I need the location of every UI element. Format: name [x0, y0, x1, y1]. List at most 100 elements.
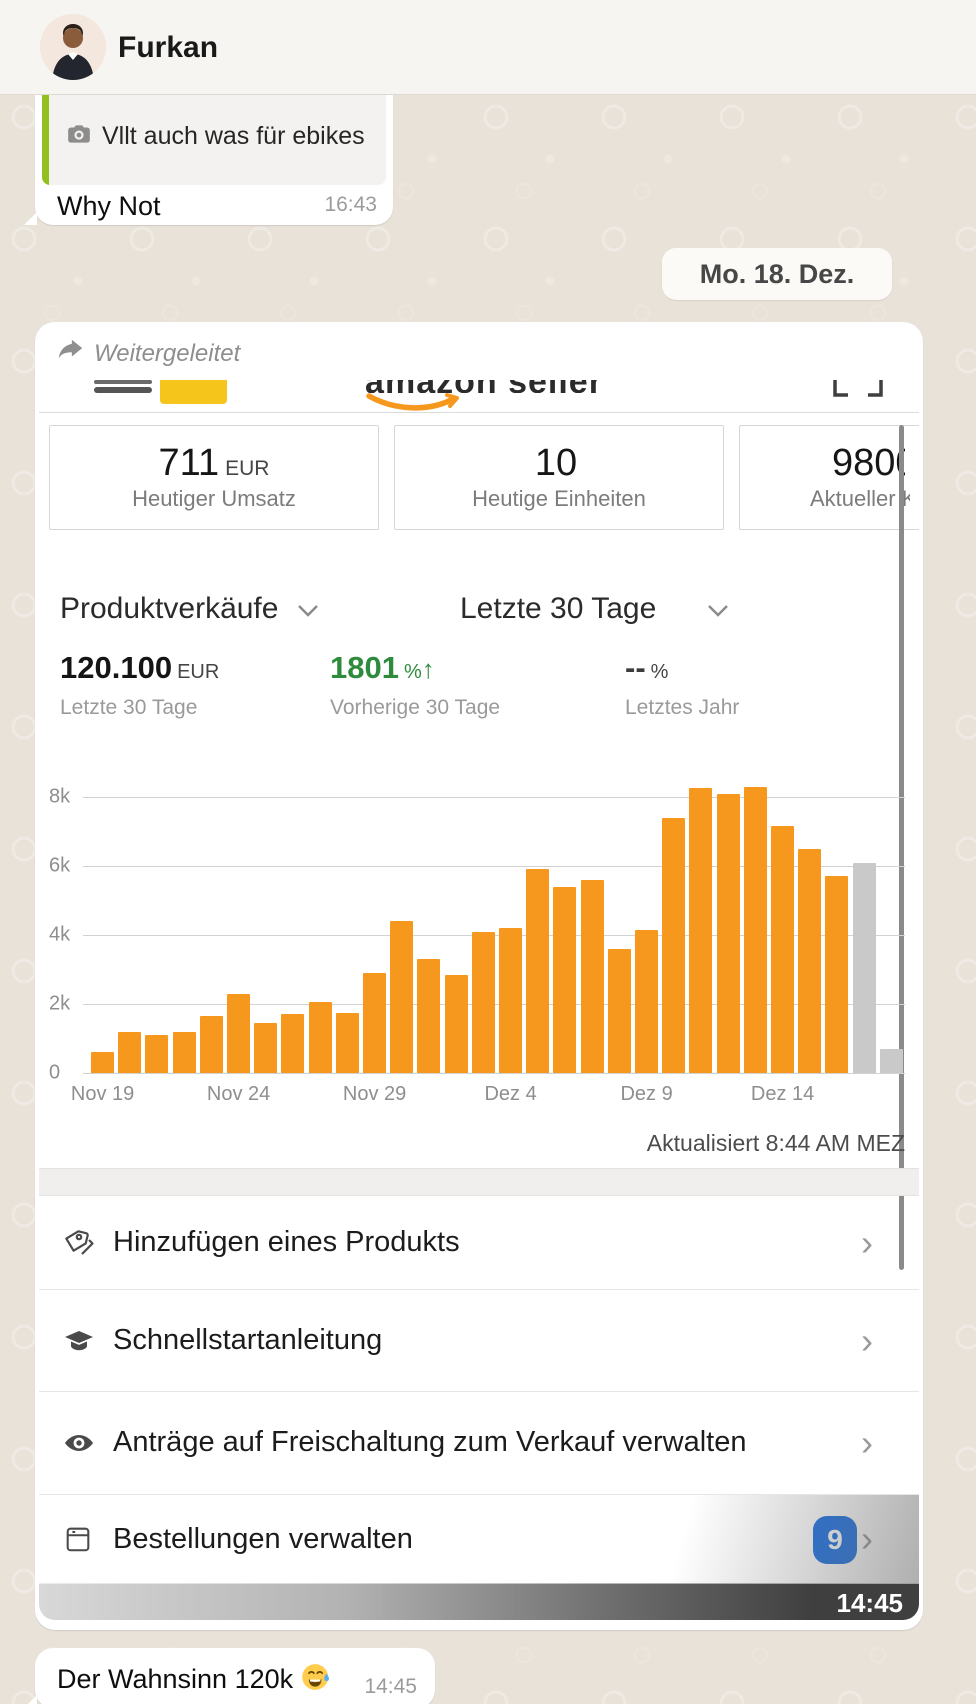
- stat-card-balance: 9800 Aktueller K: [739, 425, 919, 530]
- stat-yoy: --%: [625, 650, 669, 685]
- image-bottom-gradient: 14:45: [39, 1583, 919, 1620]
- amazon-seller-logo: amazon seller: [339, 380, 629, 393]
- x-axis-tick: Dez 14: [750, 1083, 815, 1105]
- menu-label: Schnellstartanleitung: [113, 1324, 383, 1356]
- chart-bar: [145, 1035, 169, 1073]
- chart-bar: [580, 879, 604, 1073]
- metric-selector: Produktverkäufe: [60, 592, 279, 625]
- stat-label: Vorherige 30 Tage: [330, 696, 501, 719]
- chart-bar: [771, 826, 794, 1073]
- stat-comparison: 1801 %↑: [330, 650, 435, 685]
- menu-row-3[interactable]: Anträge auf Freischaltung zum Verkauf ve…: [39, 1391, 919, 1493]
- chart-bar: [281, 1014, 305, 1073]
- chart-gridline: [83, 1073, 905, 1074]
- message-time: 14:45: [364, 1675, 417, 1698]
- forwarded-indicator: Weitergeleitet: [57, 338, 240, 370]
- updated-timestamp: Aktualisiert 8:44 AM MEZ: [646, 1130, 905, 1156]
- quoted-text: Vllt auch was für ebikes: [102, 122, 365, 150]
- chart-bar: [91, 1052, 114, 1073]
- chart-bar: [798, 848, 822, 1073]
- chevron-right-icon: ›: [861, 1221, 873, 1263]
- scan-brackets-icon: [833, 380, 883, 405]
- stat-label: Letztes Jahr: [625, 696, 740, 719]
- person-photo: [40, 14, 106, 80]
- chart-bar: [308, 1002, 332, 1073]
- orders-icon: [63, 1522, 97, 1556]
- chart-bar: [254, 1022, 278, 1073]
- stat-card-today-sales: 711 EUR Heutiger Umsatz: [49, 425, 379, 530]
- quoted-message[interactable]: Vllt auch was für ebikes: [42, 95, 386, 185]
- contact-name[interactable]: Furkan: [118, 30, 219, 64]
- chart-bar: [499, 928, 522, 1073]
- chart-bar: [689, 788, 713, 1073]
- message-caption[interactable]: Der Wahnsinn 120k 14:45: [24, 1648, 435, 1704]
- menu-label: Bestellungen verwalten: [113, 1522, 413, 1555]
- eye-icon: [63, 1426, 97, 1460]
- menu-row-1[interactable]: Hinzufügen eines Produkts ›: [39, 1196, 919, 1289]
- forwarded-label: Weitergeleitet: [94, 340, 241, 367]
- chart-bar: [471, 931, 495, 1073]
- range-selector: Letzte 30 Tage: [460, 592, 657, 625]
- stat-card-today-units: 10 Heutige Einheiten: [394, 425, 724, 530]
- message-reply[interactable]: Vllt auch was für ebikes Why Not 16:43: [24, 95, 393, 225]
- chart-bar: [716, 793, 740, 1073]
- chart-bar: [662, 817, 686, 1073]
- chart-bar: [417, 959, 441, 1073]
- quote-accent-bar: [42, 95, 49, 185]
- x-axis-tick: Nov 24: [206, 1083, 271, 1105]
- chart-bar: [363, 972, 386, 1073]
- y-axis-tick: 0: [49, 1061, 61, 1084]
- menu-row-2[interactable]: Schnellstartanleitung ›: [39, 1289, 919, 1391]
- chart-gridline: [83, 866, 905, 867]
- chart-bar: [879, 1048, 903, 1073]
- amazon-yellow-banner: [160, 380, 227, 404]
- x-axis-tick: Dez 4: [484, 1083, 537, 1105]
- chart-bar: [199, 1016, 223, 1073]
- chart-bar: [825, 876, 849, 1073]
- y-axis-tick: 4k: [49, 923, 71, 946]
- chart-bar: [118, 1031, 142, 1073]
- chart-bar: [607, 948, 631, 1073]
- camera-icon: [66, 121, 92, 152]
- message-text: Der Wahnsinn 120k: [57, 1664, 294, 1694]
- y-axis-tick: 6k: [49, 854, 71, 877]
- message-time: 16:43: [324, 193, 377, 216]
- x-axis-tick: Nov 19: [70, 1083, 135, 1105]
- hamburger-menu-icon: [94, 380, 152, 393]
- menu-label: Hinzufügen eines Produkts: [113, 1226, 460, 1258]
- stat-label: Letzte 30 Tage: [60, 696, 198, 719]
- chart-bar: [743, 786, 767, 1073]
- chat-wallpaper: Vllt auch was für ebikes Why Not 16:43 M…: [0, 95, 976, 1704]
- menu-label: Anträge auf Freischaltung zum Verkauf ve…: [113, 1426, 747, 1458]
- section-separator: [39, 1168, 919, 1196]
- y-axis-tick: 2k: [49, 992, 71, 1015]
- chart-bar: [227, 993, 250, 1073]
- sweat-smile-emoji: [301, 1662, 331, 1697]
- chart-bar: [390, 921, 414, 1073]
- chart-gridline: [83, 797, 905, 798]
- chart-bar: [526, 869, 550, 1073]
- chart-bar: [635, 929, 658, 1073]
- chat-header: Furkan: [0, 0, 976, 95]
- stat-primary: 120.100 EUR: [60, 650, 220, 685]
- chart-bar: [852, 862, 876, 1073]
- amazon-smile-icon: [365, 392, 465, 419]
- chart-bar: [172, 1031, 196, 1073]
- image-timestamp: 14:45: [836, 1588, 904, 1618]
- message-text: Why Not: [57, 191, 161, 221]
- chevron-down-icon: [707, 604, 729, 622]
- x-axis-tick: Nov 29: [342, 1083, 407, 1105]
- x-axis-tick: Dez 9: [620, 1083, 673, 1105]
- chart-bar: [335, 1012, 359, 1073]
- tags-icon: [63, 1226, 97, 1260]
- chart-bar: [553, 886, 577, 1073]
- y-axis-tick: 8k: [49, 785, 71, 808]
- chart-bar: [444, 974, 468, 1073]
- chevron-right-icon: ›: [861, 1421, 873, 1463]
- divider: [39, 412, 919, 413]
- graduation-cap-icon: [63, 1324, 97, 1358]
- date-separator: Mo. 18. Dez.: [662, 248, 892, 300]
- avatar[interactable]: [40, 14, 106, 80]
